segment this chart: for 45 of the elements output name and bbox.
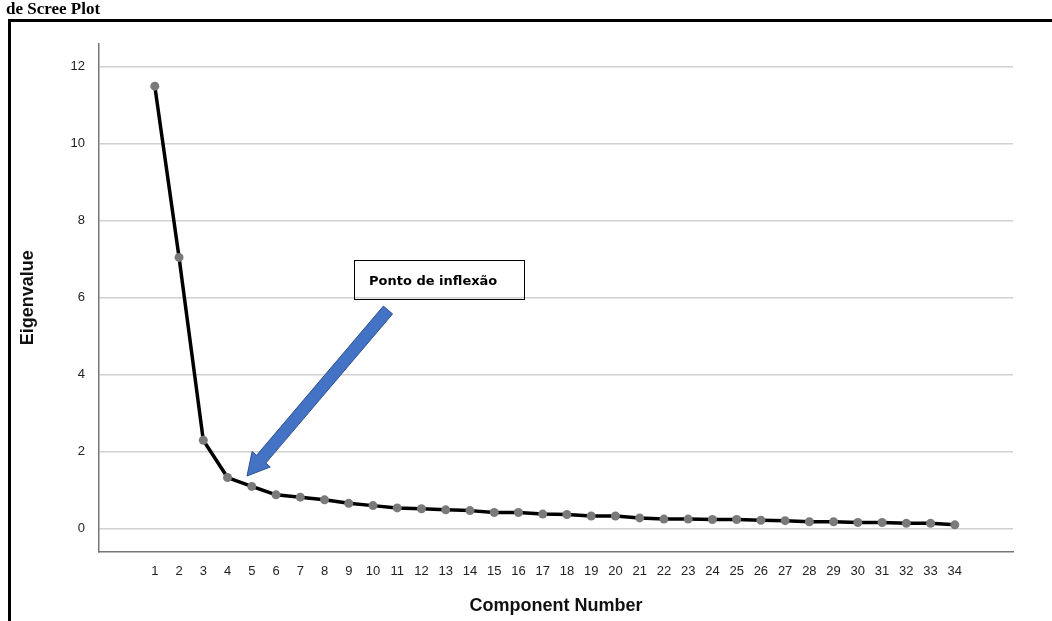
x-tick-label: 34 [947,563,963,579]
x-tick-label: 1 [151,563,159,579]
x-tick-label: 22 [656,563,672,579]
x-tick-label: 7 [296,563,304,579]
x-tick-label: 15 [486,563,502,579]
y-tick-label: 12 [70,58,86,74]
x-tick-label: 9 [345,563,353,579]
x-tick-label: 31 [874,563,890,579]
x-tick-label: 8 [320,563,329,579]
x-tick-label: 26 [753,563,769,579]
y-tick-label: 6 [77,289,86,305]
x-tick-label: 18 [559,563,575,579]
x-tick-label: 10 [365,563,381,579]
x-axis-title: Component Number [469,595,643,616]
x-tick-label: 19 [583,563,599,579]
y-tick-label: 0 [77,520,86,536]
y-tick-label: 2 [77,443,86,459]
annotation: Ponto de inflexão [369,273,498,288]
x-tick-label: 27 [777,563,793,579]
y-tick-label: 8 [77,212,86,228]
x-tick-label: 12 [414,563,429,579]
x-tick-label: 14 [462,563,478,579]
x-tick-label: 20 [608,563,623,579]
x-tick-label: 2 [175,563,183,579]
y-axis-title: Eigenvalue [16,250,37,346]
x-tick-label: 24 [705,563,720,579]
x-tick-label: 28 [802,563,817,579]
x-tick-label: 5 [248,563,256,579]
x-tick-label: 21 [632,563,647,579]
y-tick-label: 4 [77,366,86,382]
x-tick-label: 29 [826,563,841,579]
x-tick-label: 32 [899,563,914,579]
x-tick-label: 17 [535,563,550,579]
x-tick-label: 3 [199,563,207,579]
x-tick-label: 30 [850,563,866,579]
x-tick-label: 11 [390,563,404,579]
x-tick-label: 23 [680,563,696,579]
chart-title: de Scree Plot [6,0,101,18]
y-tick-label: 10 [70,135,86,151]
x-tick-label: 16 [511,563,526,579]
x-tick-label: 13 [438,563,453,579]
x-tick-label: 4 [223,563,232,579]
x-tick-label: 6 [272,563,280,579]
x-tick-label: 25 [729,563,744,579]
x-tick-label: 33 [923,563,938,579]
